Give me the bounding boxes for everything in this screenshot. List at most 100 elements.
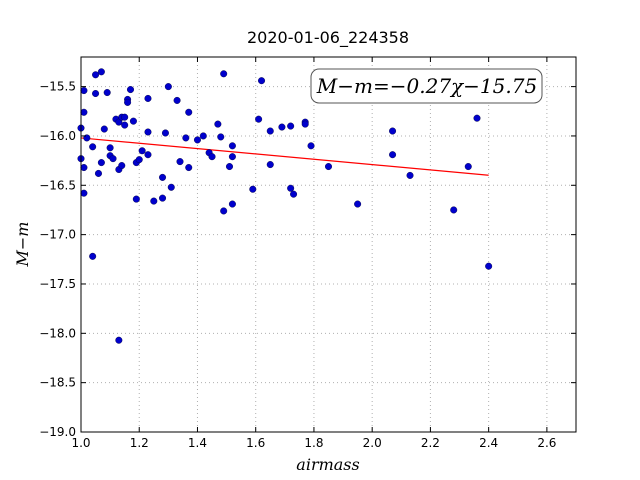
data-point bbox=[97, 159, 105, 167]
data-point bbox=[406, 171, 414, 179]
data-point bbox=[290, 190, 298, 198]
data-point bbox=[228, 200, 236, 208]
data-point bbox=[144, 151, 152, 159]
data-point bbox=[129, 117, 137, 125]
data-point bbox=[89, 252, 97, 260]
data-point bbox=[161, 129, 169, 137]
data-point bbox=[159, 173, 167, 181]
data-point bbox=[80, 87, 88, 95]
x-tick-label: 1.8 bbox=[304, 436, 323, 450]
fit-annotation-text: M−m=−0.27χ−15.75 bbox=[316, 74, 537, 98]
y-tick-label: −16.0 bbox=[39, 129, 76, 143]
data-point bbox=[228, 142, 236, 150]
y-tick-label: −17.5 bbox=[39, 277, 76, 291]
data-point bbox=[118, 162, 126, 170]
data-point bbox=[109, 155, 117, 163]
data-point bbox=[266, 127, 274, 135]
data-point bbox=[301, 120, 309, 128]
data-point bbox=[97, 68, 105, 76]
data-point bbox=[307, 142, 315, 150]
data-point bbox=[106, 144, 114, 152]
chart-title: 2020-01-06_224358 bbox=[247, 28, 409, 48]
data-point bbox=[182, 134, 190, 142]
data-point bbox=[185, 164, 193, 172]
data-point bbox=[132, 195, 140, 203]
data-point bbox=[287, 184, 295, 192]
data-point bbox=[138, 147, 146, 155]
data-point bbox=[389, 151, 397, 159]
y-tick-label: −19.0 bbox=[39, 425, 76, 439]
data-point bbox=[278, 123, 286, 131]
data-point bbox=[80, 189, 88, 197]
data-point bbox=[389, 127, 397, 135]
data-point bbox=[193, 136, 201, 144]
data-point bbox=[173, 96, 181, 104]
data-point bbox=[80, 164, 88, 172]
data-point bbox=[450, 206, 458, 214]
data-point bbox=[176, 158, 184, 166]
data-point bbox=[255, 115, 263, 123]
data-point bbox=[144, 128, 152, 136]
data-point bbox=[354, 200, 362, 208]
data-point bbox=[225, 163, 233, 171]
data-point bbox=[89, 143, 97, 151]
data-point bbox=[167, 183, 175, 191]
data-point bbox=[121, 113, 129, 121]
data-point bbox=[103, 89, 111, 97]
data-point bbox=[185, 108, 193, 116]
data-point bbox=[249, 185, 257, 193]
x-tick-label: 1.4 bbox=[188, 436, 207, 450]
data-point bbox=[135, 156, 143, 164]
data-point bbox=[199, 132, 207, 140]
points-group bbox=[77, 68, 493, 344]
data-point bbox=[94, 169, 102, 177]
data-point bbox=[325, 163, 333, 171]
x-tick-label: 2.2 bbox=[421, 436, 440, 450]
data-point bbox=[266, 161, 274, 169]
data-point bbox=[159, 194, 167, 202]
data-point bbox=[220, 207, 228, 215]
data-point bbox=[287, 122, 295, 130]
data-point bbox=[208, 153, 216, 161]
data-point bbox=[258, 77, 266, 85]
y-tick-label: −16.5 bbox=[39, 178, 76, 192]
x-tick-label: 1.0 bbox=[71, 436, 90, 450]
y-tick-label: −17.0 bbox=[39, 228, 76, 242]
data-point bbox=[92, 90, 100, 98]
x-tick-label: 2.6 bbox=[537, 436, 556, 450]
fit-line-group bbox=[80, 137, 489, 176]
data-point bbox=[217, 133, 225, 141]
data-point bbox=[80, 108, 88, 116]
data-point bbox=[464, 163, 472, 171]
y-tick-label: −18.0 bbox=[39, 326, 76, 340]
data-point bbox=[126, 86, 134, 94]
plot-frame bbox=[80, 56, 577, 433]
data-point bbox=[124, 98, 132, 106]
fit-annotation: M−m=−0.27χ−15.75 bbox=[310, 68, 543, 104]
y-tick-label: −15.5 bbox=[39, 80, 76, 94]
ticks-group: 1.0 1.2 1.4 1.6 1.8 2.0 2.2 2.4 2.6 −15.5 −16.0 −16… bbox=[39, 57, 576, 450]
data-point bbox=[214, 120, 222, 128]
x-tick-label: 1.2 bbox=[130, 436, 149, 450]
x-tick-label: 2.0 bbox=[363, 436, 382, 450]
data-point bbox=[220, 70, 228, 78]
data-point bbox=[228, 153, 236, 161]
data-point bbox=[473, 114, 481, 122]
data-point bbox=[92, 71, 100, 79]
x-tick-label: 2.4 bbox=[479, 436, 498, 450]
data-point bbox=[485, 262, 493, 270]
x-axis-label: airmass bbox=[296, 455, 359, 474]
grid-lines bbox=[80, 57, 576, 433]
fit-line bbox=[80, 137, 489, 176]
data-point bbox=[115, 336, 123, 344]
data-point bbox=[164, 83, 172, 91]
data-point bbox=[121, 121, 129, 129]
data-point bbox=[144, 94, 152, 102]
fit-annotation-box bbox=[310, 68, 543, 104]
x-tick-label: 1.6 bbox=[246, 436, 265, 450]
data-point bbox=[100, 125, 108, 133]
data-point bbox=[150, 197, 158, 205]
y-axis-label: M−m bbox=[13, 222, 32, 268]
y-tick-label: −18.5 bbox=[39, 376, 76, 390]
